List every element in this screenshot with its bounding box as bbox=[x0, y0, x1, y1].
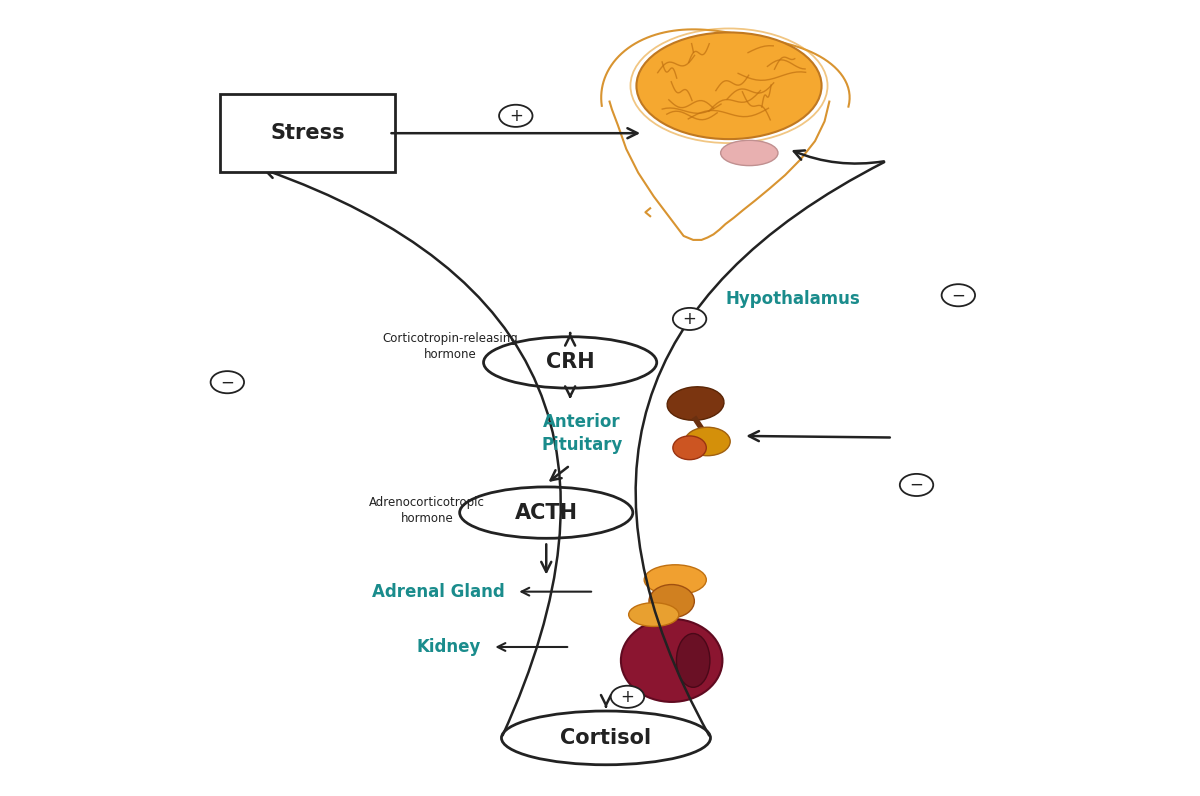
Circle shape bbox=[900, 474, 934, 496]
Ellipse shape bbox=[460, 487, 632, 538]
Text: Corticotropin-releasing
hormone: Corticotropin-releasing hormone bbox=[383, 332, 518, 361]
FancyArrowPatch shape bbox=[749, 431, 890, 441]
FancyArrowPatch shape bbox=[794, 150, 884, 163]
Circle shape bbox=[673, 308, 707, 330]
Ellipse shape bbox=[649, 584, 695, 618]
Text: Adrenocorticotropic
hormone: Adrenocorticotropic hormone bbox=[368, 496, 485, 525]
FancyArrowPatch shape bbox=[636, 162, 884, 736]
Ellipse shape bbox=[685, 427, 730, 455]
Circle shape bbox=[211, 371, 244, 393]
Text: Hypothalamus: Hypothalamus bbox=[726, 291, 860, 308]
Ellipse shape bbox=[644, 565, 707, 595]
Text: −: − bbox=[910, 476, 924, 494]
Text: Anterior
Pituitary: Anterior Pituitary bbox=[541, 413, 623, 454]
Ellipse shape bbox=[620, 619, 722, 702]
Circle shape bbox=[499, 105, 533, 127]
Ellipse shape bbox=[484, 337, 656, 388]
FancyBboxPatch shape bbox=[220, 95, 395, 172]
Text: Adrenal Gland: Adrenal Gland bbox=[372, 583, 504, 601]
Text: +: + bbox=[509, 107, 523, 125]
Text: CRH: CRH bbox=[546, 353, 594, 373]
FancyArrowPatch shape bbox=[265, 169, 560, 736]
Ellipse shape bbox=[629, 603, 679, 626]
Text: Kidney: Kidney bbox=[416, 638, 480, 656]
Ellipse shape bbox=[673, 436, 707, 459]
Ellipse shape bbox=[502, 711, 710, 765]
Text: Cortisol: Cortisol bbox=[560, 728, 652, 748]
Text: Stress: Stress bbox=[270, 123, 344, 143]
Text: +: + bbox=[620, 688, 635, 706]
Text: −: − bbox=[952, 287, 965, 304]
Text: +: + bbox=[683, 310, 696, 328]
Ellipse shape bbox=[721, 140, 778, 166]
Ellipse shape bbox=[677, 634, 710, 687]
Circle shape bbox=[611, 685, 644, 708]
Circle shape bbox=[942, 284, 976, 306]
Ellipse shape bbox=[667, 387, 724, 420]
Text: −: − bbox=[221, 373, 234, 391]
Text: ACTH: ACTH bbox=[515, 502, 577, 523]
Ellipse shape bbox=[636, 33, 822, 139]
